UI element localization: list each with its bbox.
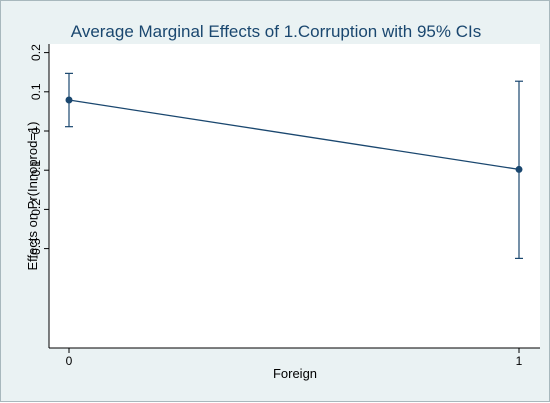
- y-axis-label: Effects on Pr(Innoprod=1): [25, 122, 40, 271]
- y-tick-label: 0.2: [29, 44, 43, 61]
- series-line: [68, 99, 520, 171]
- y-tick-label: 0: [29, 127, 43, 134]
- chart-marks: [65, 72, 523, 259]
- data-point: [515, 165, 523, 173]
- y-tick-label: -0.3: [29, 238, 43, 259]
- x-tick-label: 0: [66, 354, 73, 368]
- y-axis-ticks: 0.2 0.1 0 -0.1 -0.2 -0.3: [29, 44, 49, 259]
- y-tick-label: 0.1: [29, 83, 43, 100]
- chart-title: Average Marginal Effects of 1.Corruption…: [71, 22, 481, 41]
- data-point: [65, 96, 73, 104]
- x-axis-label: Foreign: [273, 366, 317, 381]
- y-tick-label: -0.1: [29, 160, 43, 181]
- y-tick-label: -0.2: [29, 199, 43, 220]
- plot-area: [49, 44, 540, 348]
- x-tick-label: 1: [516, 354, 523, 368]
